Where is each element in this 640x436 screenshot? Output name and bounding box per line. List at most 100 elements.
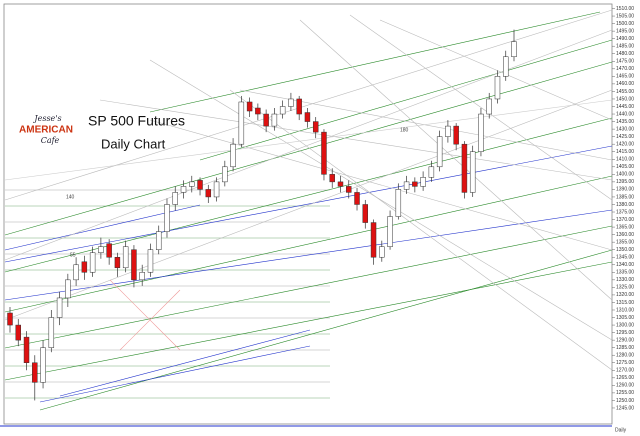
candle-body xyxy=(147,249,154,273)
candle-body xyxy=(164,204,170,232)
candle-body xyxy=(98,246,104,253)
y-tick-label: 1430.00 xyxy=(616,126,634,132)
candle-body xyxy=(453,125,459,145)
candle-body xyxy=(180,186,187,193)
candle-body xyxy=(362,204,369,223)
y-tick-label: 1450.00 xyxy=(616,96,634,102)
y-tick-label: 1370.00 xyxy=(616,217,634,223)
candle-body xyxy=(106,243,112,258)
x-axis-label: Daily xyxy=(615,427,627,433)
candle-body xyxy=(114,256,121,269)
y-tick-label: 1435.00 xyxy=(616,119,634,125)
candle-body xyxy=(32,362,38,383)
y-tick-label: 1490.00 xyxy=(616,36,634,42)
trend-line xyxy=(4,261,613,381)
y-tick-label: 1270.00 xyxy=(616,368,634,374)
candle-body xyxy=(469,151,476,193)
trend-line xyxy=(39,345,311,403)
trend-line xyxy=(119,289,181,351)
trend-line xyxy=(39,249,613,411)
annotation: 180 xyxy=(400,127,409,133)
candle-body xyxy=(403,181,410,190)
candle-body xyxy=(197,180,203,190)
logo-text: Jesse's xyxy=(32,114,61,123)
trend-line xyxy=(4,117,613,273)
trend-line xyxy=(4,225,613,349)
y-tick-label: 1510.00 xyxy=(616,6,634,12)
trend-line xyxy=(4,29,613,261)
y-tick-label: 1245.00 xyxy=(616,405,634,411)
candles xyxy=(7,29,517,401)
candle-body xyxy=(337,181,344,187)
candle-body xyxy=(428,166,435,178)
y-tick-label: 1335.00 xyxy=(616,270,634,276)
candle-body xyxy=(511,41,517,58)
y-tick-label: 1475.00 xyxy=(616,59,634,65)
y-tick-label: 1345.00 xyxy=(616,255,634,261)
y-tick-label: 1500.00 xyxy=(616,21,634,27)
candle-body xyxy=(321,131,327,175)
trend-line xyxy=(99,99,613,181)
y-tick-label: 1380.00 xyxy=(616,202,634,208)
candle-body xyxy=(189,181,195,187)
candle-body xyxy=(23,336,30,363)
candle-body xyxy=(246,101,253,112)
candle-body xyxy=(222,166,228,183)
y-tick-label: 1285.00 xyxy=(616,345,634,351)
y-tick-label: 1420.00 xyxy=(616,142,634,148)
y-tick-label: 1390.00 xyxy=(616,187,634,193)
candle-body xyxy=(370,222,377,258)
candle-body xyxy=(486,98,492,115)
candle-body xyxy=(238,101,245,145)
trend-line xyxy=(299,19,613,301)
chart-title: SP 500 Futures xyxy=(88,113,185,129)
y-tick-label: 1455.00 xyxy=(616,89,634,95)
y-tick-label: 1255.00 xyxy=(616,390,634,396)
y-tick-label: 1305.00 xyxy=(616,315,634,321)
y-tick-label: 1385.00 xyxy=(616,194,634,200)
candle-body xyxy=(131,249,137,281)
candle-body xyxy=(503,56,509,77)
candle-body xyxy=(89,252,96,273)
y-tick-label: 1480.00 xyxy=(616,51,634,57)
y-tick-label: 1395.00 xyxy=(616,179,634,185)
candle-body xyxy=(379,246,385,258)
candle-body xyxy=(122,246,129,269)
y-tick-label: 1440.00 xyxy=(616,111,634,117)
trend-line xyxy=(59,329,311,397)
trend-line xyxy=(4,209,613,301)
y-tick-label: 1460.00 xyxy=(616,81,634,87)
candle-body xyxy=(205,189,212,198)
trend-line xyxy=(149,11,601,113)
candle-body xyxy=(155,231,162,250)
annotation: 140 xyxy=(66,194,75,200)
candle-body xyxy=(387,216,393,247)
y-tick-label: 1330.00 xyxy=(616,277,634,283)
y-tick-label: 1265.00 xyxy=(616,375,634,381)
trend-line xyxy=(379,19,613,121)
trend-line xyxy=(349,14,613,201)
candle-body xyxy=(445,125,451,137)
trend-line xyxy=(4,175,613,313)
y-tick-label: 1415.00 xyxy=(616,149,634,155)
y-tick-label: 1405.00 xyxy=(616,164,634,170)
y-tick-label: 1365.00 xyxy=(616,224,634,230)
annotation: 55 xyxy=(70,252,76,258)
y-tick-label: 1355.00 xyxy=(616,239,634,245)
candle-body xyxy=(40,347,46,383)
candle-body xyxy=(73,264,79,281)
y-tick-label: 1250.00 xyxy=(616,398,634,404)
y-tick-label: 1360.00 xyxy=(616,232,634,238)
candle-body xyxy=(7,312,13,326)
candle-body xyxy=(478,113,484,152)
y-tick-label: 1280.00 xyxy=(616,353,634,359)
candle-body xyxy=(395,189,402,217)
candle-body xyxy=(15,324,21,341)
candle-body xyxy=(271,113,278,127)
candle-body xyxy=(304,112,311,122)
y-tick-label: 1400.00 xyxy=(616,172,634,178)
plot-frame xyxy=(3,3,613,425)
candle-body xyxy=(48,317,55,348)
